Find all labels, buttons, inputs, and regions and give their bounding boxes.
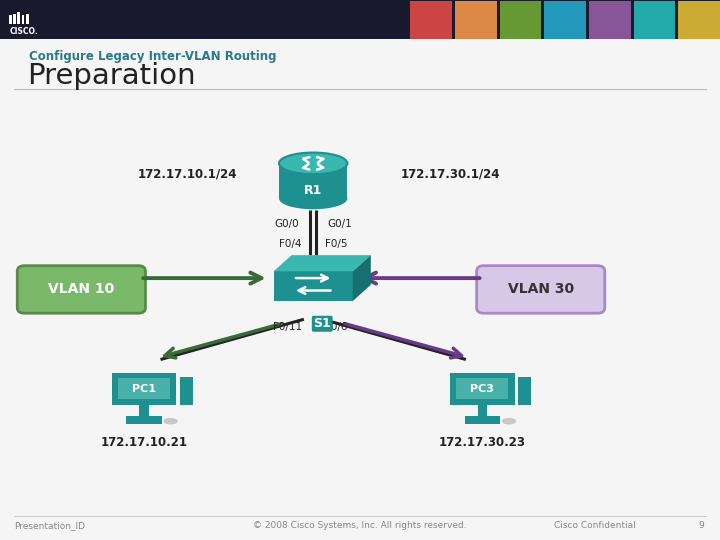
Text: R1: R1 <box>304 184 323 197</box>
Text: Configure Legacy Inter-VLAN Routing: Configure Legacy Inter-VLAN Routing <box>29 50 276 63</box>
Bar <box>180 377 193 405</box>
Text: 172.17.10.1/24: 172.17.10.1/24 <box>138 167 237 180</box>
Bar <box>544 1 586 39</box>
Bar <box>17 12 20 24</box>
FancyBboxPatch shape <box>477 266 605 313</box>
Text: VLAN 30: VLAN 30 <box>508 282 574 296</box>
Text: G0/0: G0/0 <box>274 219 299 229</box>
Text: G0/1: G0/1 <box>328 219 352 229</box>
Bar <box>477 405 487 418</box>
Text: PC1: PC1 <box>132 384 156 394</box>
Bar <box>13 14 16 24</box>
Ellipse shape <box>163 418 178 424</box>
Bar <box>500 1 541 39</box>
Polygon shape <box>274 255 371 271</box>
Polygon shape <box>274 271 353 301</box>
Ellipse shape <box>279 187 347 209</box>
Text: F0/4: F0/4 <box>279 239 302 249</box>
Bar <box>456 378 508 399</box>
Bar <box>279 163 348 198</box>
Bar <box>464 416 500 424</box>
Text: F0/5: F0/5 <box>325 239 347 249</box>
Text: CISCO.: CISCO. <box>10 27 39 36</box>
Text: 172.17.30.23: 172.17.30.23 <box>439 436 526 449</box>
Ellipse shape <box>502 418 516 424</box>
Bar <box>455 1 497 39</box>
Text: Preparation: Preparation <box>27 62 196 90</box>
FancyBboxPatch shape <box>17 266 145 313</box>
Text: Cisco Confidential: Cisco Confidential <box>554 522 636 530</box>
Bar <box>22 15 24 24</box>
Bar <box>139 405 149 418</box>
Bar <box>450 373 515 405</box>
Bar <box>589 1 631 39</box>
Ellipse shape <box>279 152 347 174</box>
Bar <box>26 14 29 24</box>
Polygon shape <box>353 255 371 301</box>
Bar <box>118 378 170 399</box>
Bar <box>112 373 176 405</box>
Text: F0/11: F0/11 <box>273 322 302 332</box>
Text: F0/6: F0/6 <box>325 322 347 332</box>
Bar <box>9 15 12 24</box>
Bar <box>678 1 720 39</box>
Text: 9: 9 <box>698 522 704 530</box>
Bar <box>410 1 452 39</box>
Text: 172.17.10.21: 172.17.10.21 <box>101 436 187 449</box>
Text: Presentation_ID: Presentation_ID <box>14 522 86 530</box>
Text: VLAN 10: VLAN 10 <box>48 282 114 296</box>
Bar <box>0 0 720 39</box>
Text: S1: S1 <box>313 317 331 330</box>
Bar <box>518 377 531 405</box>
Bar <box>634 1 675 39</box>
Text: PC3: PC3 <box>470 384 495 394</box>
Bar <box>126 416 162 424</box>
Text: © 2008 Cisco Systems, Inc. All rights reserved.: © 2008 Cisco Systems, Inc. All rights re… <box>253 522 467 530</box>
Text: 172.17.30.1/24: 172.17.30.1/24 <box>400 167 500 180</box>
